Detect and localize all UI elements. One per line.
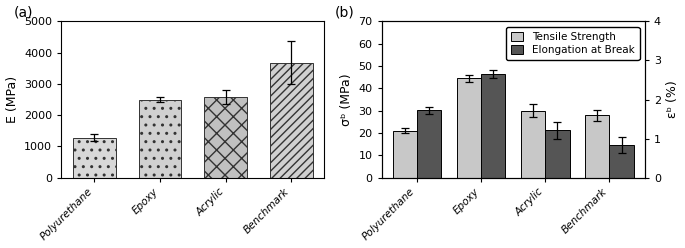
Y-axis label: σᵇ (MPa): σᵇ (MPa)	[340, 73, 353, 126]
Bar	[270, 63, 313, 178]
Bar	[610, 145, 634, 178]
Bar	[204, 97, 247, 178]
Bar	[417, 110, 441, 178]
Bar	[585, 115, 610, 178]
Y-axis label: εᵇ (%): εᵇ (%)	[667, 81, 680, 118]
Bar	[138, 99, 182, 178]
Legend: Tensile Strength, Elongation at Break: Tensile Strength, Elongation at Break	[506, 27, 640, 60]
Text: (a): (a)	[14, 6, 34, 20]
Text: (b): (b)	[334, 6, 354, 20]
Y-axis label: E (MPa): E (MPa)	[5, 76, 18, 123]
Bar	[521, 111, 545, 178]
Bar	[481, 74, 506, 178]
Bar	[73, 138, 116, 178]
Bar	[457, 78, 481, 178]
Bar	[545, 130, 570, 178]
Bar	[393, 131, 417, 178]
